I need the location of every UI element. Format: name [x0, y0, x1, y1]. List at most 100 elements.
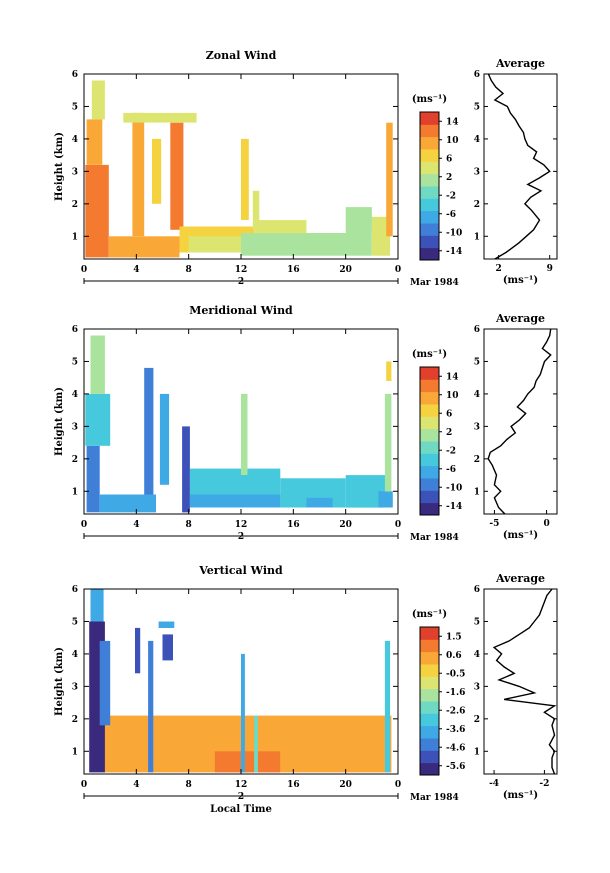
x-tick-label: 4: [133, 265, 139, 275]
colorbar-swatch: [420, 379, 439, 393]
colorbar-swatch: [420, 688, 439, 702]
field-patch: [371, 216, 391, 256]
x-tick-label: 0: [395, 520, 401, 530]
profile-x-tick-label: 2: [495, 264, 501, 274]
field-patch: [384, 640, 391, 773]
x-tick-label: 12: [235, 780, 248, 790]
field-patch: [99, 640, 111, 726]
colorbar-swatch: [420, 502, 439, 516]
x-tick-label: 4: [133, 520, 139, 530]
profile-y-tick-label: 6: [474, 70, 480, 80]
colorbar-tick-label: -6: [446, 465, 456, 475]
field-patch: [85, 164, 109, 258]
profile-y-tick-label: 5: [474, 357, 480, 367]
profile-y-tick-label: 1: [474, 487, 480, 497]
colorbar-swatch: [420, 465, 439, 479]
field-patch: [162, 634, 173, 661]
x-tick-label: 0: [81, 265, 87, 275]
profile-y-tick-label: 5: [474, 617, 480, 627]
x-tick-label: 12: [235, 520, 248, 530]
y-axis-label: Height (km): [54, 387, 65, 456]
colorbar-frame: [419, 111, 440, 261]
x-tick-label: 12: [235, 265, 248, 275]
profile-y-tick-label: 1: [474, 747, 480, 757]
colorbar-swatch: [420, 391, 439, 405]
colorbar-tick-label: -14: [446, 247, 462, 257]
field-patch: [90, 335, 105, 394]
y-tick-label: 4: [72, 390, 78, 400]
colorbar-swatch: [420, 453, 439, 467]
field-patch: [252, 190, 260, 230]
chart-title: Vertical Wind: [198, 564, 283, 577]
date-label: Mar 1984: [410, 793, 459, 803]
field-patch: [254, 220, 307, 234]
field-patch: [135, 627, 141, 674]
colorbar-swatch: [420, 701, 439, 714]
x-tick-label: 20: [339, 780, 352, 790]
wind-field: [89, 589, 392, 773]
colorbar-swatch: [420, 124, 439, 138]
x-tick-label: 0: [81, 780, 87, 790]
colorbar-swatch: [420, 428, 439, 442]
date-label: Mar 1984: [410, 533, 459, 543]
average-profile: Average 1 2 3 4 5 6 -5 0 (ms⁻¹): [474, 312, 558, 541]
profile-x-label: (ms⁻¹): [503, 275, 538, 286]
profile-frame: [483, 328, 558, 515]
colorbar-tick-label: -3.6: [446, 725, 465, 735]
colorbar-swatch: [420, 247, 439, 261]
colorbar-tick-label: -10: [446, 228, 462, 238]
profile-y-tick-label: 2: [474, 715, 480, 725]
field-patch: [386, 122, 393, 237]
field-patch: [99, 494, 156, 513]
profile-y-tick-label: 4: [474, 135, 480, 145]
profile-title: Average: [495, 312, 545, 325]
field-patch: [190, 494, 281, 508]
colorbar-tick-label: -5.6: [446, 762, 465, 772]
field-patch: [378, 491, 393, 508]
colorbar-frame: [419, 366, 440, 516]
field-patch: [170, 122, 184, 230]
field-patch: [144, 367, 154, 495]
y-tick-label: 3: [72, 422, 78, 432]
x-tick-label: 20: [339, 520, 352, 530]
y-tick-label: 6: [72, 70, 78, 80]
profile-y-tick-label: 3: [474, 167, 480, 177]
profile-x-tick-label: -2: [539, 779, 549, 789]
colorbar-swatch: [420, 738, 439, 751]
y-axis-label: Height (km): [54, 132, 65, 201]
y-tick-label: 2: [72, 455, 78, 465]
colorbar-tick-label: -14: [446, 502, 462, 512]
profile-x-tick-label: -4: [489, 779, 499, 789]
profile-frame: [483, 588, 558, 775]
y-tick-label: 5: [72, 357, 78, 367]
colorbar: (ms⁻¹) 1.5 0.6 -0.5 -1.6 -2.6 -3.6 -4.6 -5.6: [412, 609, 465, 776]
field-patch: [90, 589, 104, 622]
y-tick-label: 6: [72, 585, 78, 595]
profile-title: Average: [495, 572, 545, 585]
colorbar-swatch: [420, 750, 439, 764]
colorbar-swatch: [420, 664, 439, 677]
colorbar-tick-label: -1.6: [446, 688, 465, 698]
y-tick-label: 6: [72, 325, 78, 335]
profile-x-tick-label: 0: [543, 519, 549, 529]
chart-title: Zonal Wind: [206, 49, 277, 62]
date-tick-label: 2: [238, 792, 244, 802]
colorbar-tick-label: 10: [446, 391, 459, 401]
y-tick-label: 4: [72, 135, 78, 145]
colorbar-tick-label: 2: [446, 173, 452, 183]
colorbar-tick-label: 6: [446, 409, 452, 419]
colorbar-tick-label: 14: [446, 117, 459, 127]
colorbar-tick-label: -2: [446, 191, 456, 201]
colorbar-swatch: [420, 136, 439, 150]
field-patch: [386, 361, 392, 381]
colorbar-swatch: [420, 627, 439, 640]
y-tick-label: 2: [72, 715, 78, 725]
colorbar-swatch: [420, 112, 439, 125]
colorbar-frame: [419, 626, 440, 776]
x-tick-label: 0: [395, 780, 401, 790]
field-patch: [132, 112, 145, 237]
wind-field: [85, 80, 393, 258]
